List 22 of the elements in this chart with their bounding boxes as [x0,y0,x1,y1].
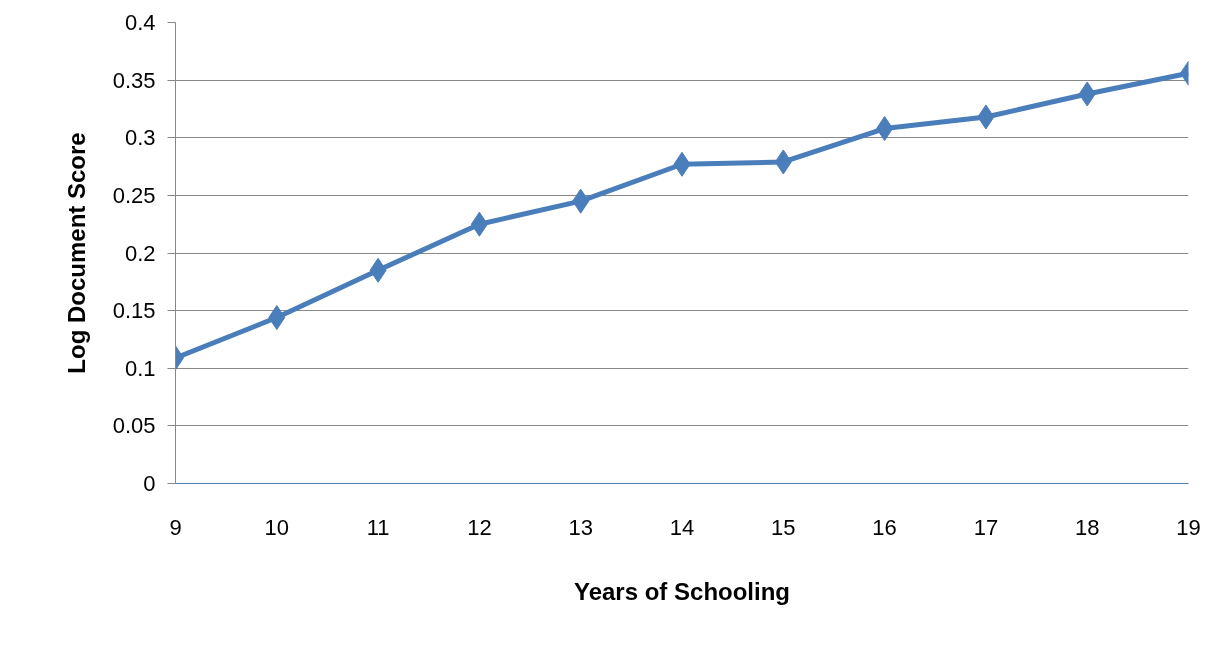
y-tick-label: 0.05 [112,413,156,439]
y-tick-label: 0.15 [112,298,156,324]
y-tick-label: 0.1 [124,355,156,381]
y-tick-label: 0.3 [124,125,156,151]
x-tick-label: 19 [1176,514,1201,540]
y-tick-label: 0.35 [112,67,156,93]
x-tick-label: 17 [973,514,999,540]
x-tick-label: 15 [771,514,796,540]
y-tick-label: 0 [143,471,156,496]
x-tick-label: 10 [264,514,290,540]
x-tick-label: 18 [1074,514,1100,540]
y-axis-title: Log Document Score [62,132,90,374]
x-tick-label: 16 [872,514,897,540]
x-axis-title: Years of Schooling [573,577,791,605]
y-tick-label: 0.25 [112,182,156,208]
y-tick-label: 0.4 [124,10,156,35]
x-tick-label: 12 [467,514,492,540]
x-tick-label: 11 [366,514,390,540]
y-tick-label: 0.2 [124,240,156,266]
x-tick-label: 13 [568,514,593,540]
x-tick-label: 14 [669,514,695,540]
x-tick-label: 9 [169,514,182,540]
